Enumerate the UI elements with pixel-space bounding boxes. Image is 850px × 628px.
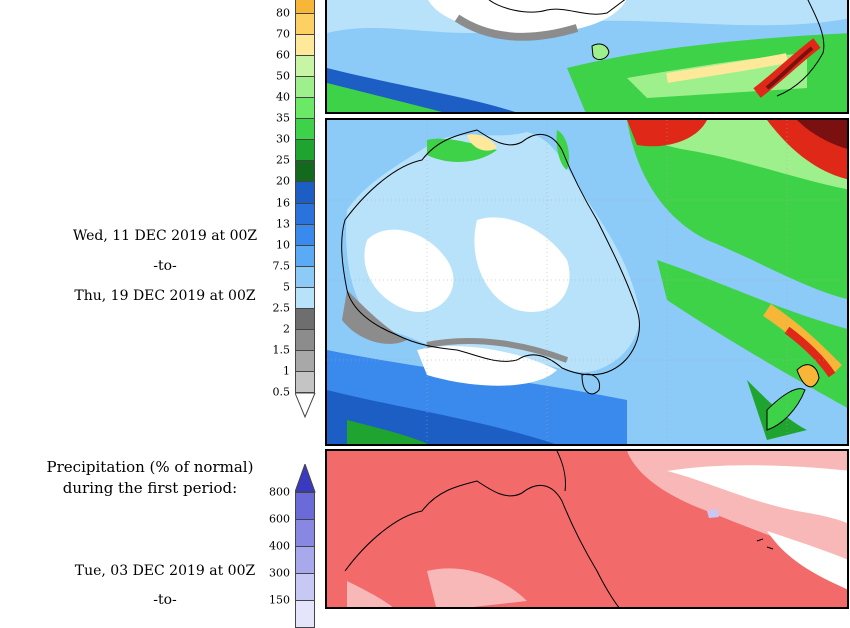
colorbar-segment — [295, 118, 315, 141]
percent-normal-title-line2: during the first period: — [62, 479, 238, 497]
colorbar-segment — [295, 244, 315, 267]
colorbar-tick-label: 20 — [276, 174, 290, 188]
colorbar-segment — [295, 349, 315, 372]
colorbar-segment — [295, 328, 315, 351]
colorbar-segment — [295, 55, 315, 78]
colorbar2-tick-label: 150 — [269, 593, 290, 607]
percent-normal-title-line1: Precipitation (% of normal) — [46, 458, 254, 476]
colorbar-tick-label: 5 — [283, 280, 290, 294]
colorbar-segment — [295, 370, 315, 393]
second-period-start: Tue, 03 DEC 2019 at 00Z — [74, 563, 256, 579]
percent-normal-title: Precipitation (% of normal) during the f… — [20, 457, 280, 499]
map-panel-precip-total — [325, 118, 849, 446]
colorbar2-tick-label: 800 — [269, 485, 290, 499]
colorbar-tick-label: 25 — [276, 153, 290, 167]
colorbar-tick-label: 13 — [276, 217, 290, 231]
colorbar-tick-label: 1 — [283, 364, 290, 378]
colorbar2-tick-label: 600 — [269, 512, 290, 526]
colorbar-segment — [295, 202, 315, 225]
colorbar2-segment — [295, 600, 315, 628]
colorbar2-tick-label: 400 — [269, 539, 290, 553]
map-panel-top — [325, 0, 849, 114]
colorbar-tick-label: 70 — [276, 27, 290, 41]
colorbar-segment — [295, 13, 315, 36]
colorbar-tick-label: 0.5 — [272, 385, 291, 399]
colorbar-segment — [295, 34, 315, 57]
colorbar2-segment — [295, 492, 315, 520]
first-period-start: Wed, 11 DEC 2019 at 00Z — [72, 228, 258, 244]
colorbar-segment — [295, 0, 315, 15]
colorbar-tick-label: 10 — [276, 238, 290, 252]
colorbar2-segment — [295, 546, 315, 574]
colorbar-segment — [295, 223, 315, 246]
percent-normal-colorbar — [295, 492, 315, 628]
colorbar-segment — [295, 265, 315, 288]
colorbar-segment — [295, 181, 315, 204]
colorbar-tick-label: 2 — [283, 322, 290, 336]
colorbar-tick-label: 30 — [276, 132, 290, 146]
colorbar-tick-label: 2.5 — [272, 301, 291, 315]
colorbar-segment — [295, 286, 315, 309]
colorbar2-tick-label: 300 — [269, 566, 290, 580]
colorbar-tick-label: 60 — [276, 48, 290, 62]
colorbar2-segment — [295, 573, 315, 601]
colorbar-tick-label: 35 — [276, 111, 290, 125]
map-panel-percent-normal — [325, 449, 849, 609]
first-period-to: -to- — [153, 258, 177, 274]
colorbar-tick-label: 16 — [276, 196, 290, 210]
colorbar-segment — [295, 97, 315, 120]
colorbar-tick-label: 50 — [276, 69, 290, 83]
colorbar-segment — [295, 160, 315, 183]
colorbar-segment — [295, 307, 315, 330]
first-period-end: Thu, 19 DEC 2019 at 00Z — [74, 288, 256, 304]
colorbar-segment — [295, 76, 315, 99]
colorbar-tick-label: 1.5 — [272, 343, 291, 357]
colorbar-tick-label: 40 — [276, 90, 290, 104]
colorbar-bottom-arrow — [295, 393, 316, 419]
colorbar-segment — [295, 139, 315, 162]
precip-colorbar — [295, 0, 315, 393]
colorbar2-top-arrow — [295, 464, 316, 493]
colorbar-tick-label: 7.5 — [272, 259, 291, 273]
colorbar2-segment — [295, 519, 315, 547]
colorbar-tick-label: 80 — [276, 6, 290, 20]
